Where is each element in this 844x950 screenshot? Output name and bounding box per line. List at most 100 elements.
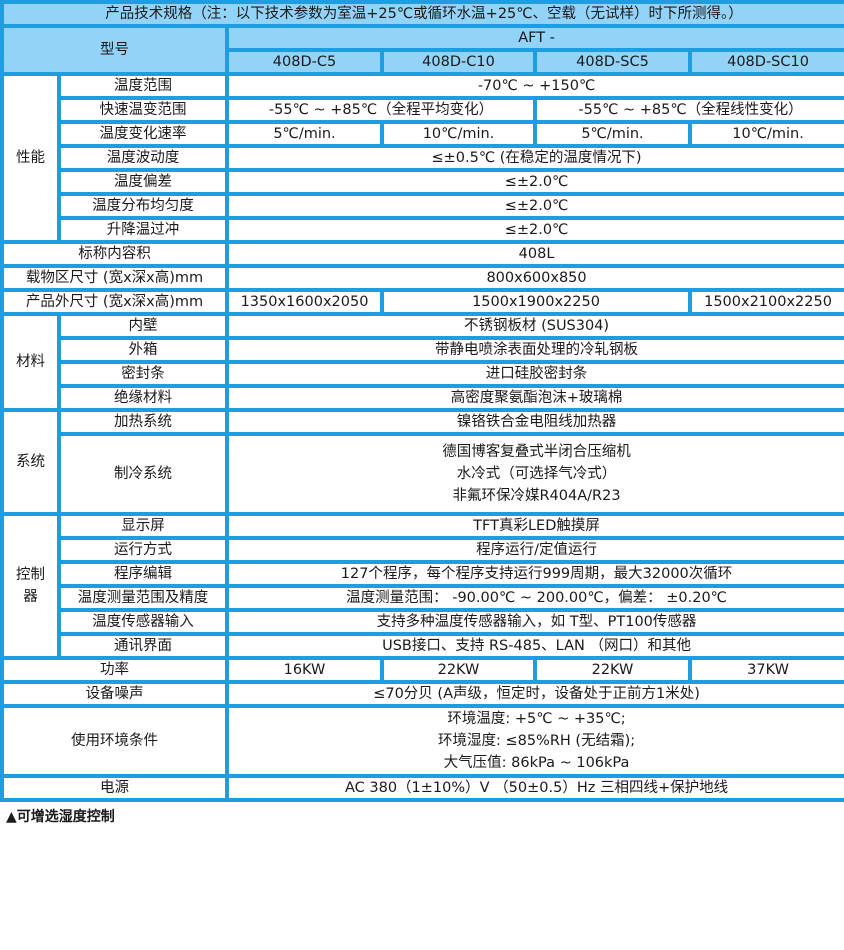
row-value: ≤±2.0℃ <box>224 192 844 220</box>
row-value: 5℃/min. <box>533 120 692 148</box>
table-row: 材料 内壁 不锈钢板材 (SUS304) <box>0 312 844 412</box>
table-row: 绝缘材料 高密度聚氨酯泡沫+玻璃棉 <box>2 384 844 412</box>
row-value: 1500x2100x2250 <box>687 288 844 316</box>
row-value: 不锈钢板材 (SUS304) <box>224 312 844 340</box>
table-row: 电源 AC 380（1±10%）V （50±0.5）Hz 三相四线+保护地线 <box>0 774 844 802</box>
row-value: 带静电喷涂表面处理的冷轧钢板 <box>224 336 844 364</box>
row-label: 升降温过冲 <box>57 216 229 244</box>
row-label: 运行方式 <box>57 536 229 564</box>
row-value: 环境温度: +5℃ ~ +35℃; 环境湿度: ≤85%RH (无结霜); 大气… <box>224 704 844 778</box>
table-row: 标称内容积 408L <box>0 240 844 268</box>
row-value: 镍铬铁合金电阻线加热器 <box>224 408 844 436</box>
title-row: 产品技术规格（注：以下技术参数为室温+25℃或循环水温+25℃、空载（无试样）时… <box>0 0 844 28</box>
row-label: 温度传感器输入 <box>57 608 229 636</box>
table-row: 控制器 显示屏 TFT真彩LED触摸屏 <box>0 512 844 660</box>
row-value: -55℃ ~ +85℃（全程线性变化） <box>532 96 844 124</box>
table-row: 温度变化速率 5℃/min. 10℃/min. 5℃/min. 10℃/min. <box>2 120 844 148</box>
row-value: 1350x1600x2050 <box>225 288 384 316</box>
row-label: 标称内容积 <box>0 240 229 268</box>
model-name: 408D-SC5 <box>533 48 692 76</box>
row-value: -70℃ ~ +150℃ <box>224 72 844 100</box>
row-value: 温度测量范围： -90.00℃ ~ 200.00℃，偏差： ±0.20℃ <box>224 584 844 612</box>
row-value: -55℃ ~ +85℃（全程平均变化） <box>225 96 537 124</box>
model-names-row: 408D-C5 408D-C10 408D-SC5 408D-SC10 <box>2 48 844 76</box>
row-value: 22KW <box>533 656 692 684</box>
row-label: 产品外尺寸 (宽x深x高)mm <box>0 288 229 316</box>
table-row: 使用环境条件 环境温度: +5℃ ~ +35℃; 环境湿度: ≤85%RH (无… <box>0 704 844 778</box>
row-label: 功率 <box>0 656 229 684</box>
table-row: 温度偏差 ≤±2.0℃ <box>2 168 844 196</box>
row-label: 外箱 <box>57 336 229 364</box>
row-value: 1500x1900x2250 <box>380 288 692 316</box>
table-row: 载物区尺寸 (宽x深x高)mm 800x600x850 <box>0 264 844 292</box>
category-controller: 控制器 <box>0 512 61 660</box>
model-prefix: AFT - <box>224 24 844 52</box>
row-value: ≤70分贝 (A声级，恒定时，设备处于正前方1米处) <box>224 680 844 708</box>
category-performance: 性能 <box>0 72 61 244</box>
footnote: ▲可增选湿度控制 <box>6 809 115 825</box>
cooling-line: 德国博客复叠式半闭合压缩机 <box>442 444 631 460</box>
table-title: 产品技术规格（注：以下技术参数为室温+25℃或循环水温+25℃、空载（无试样）时… <box>0 0 844 28</box>
environment-line: 大气压值: 86kPa ~ 106kPa <box>443 755 630 771</box>
row-value: ≤±2.0℃ <box>224 216 844 244</box>
table-row: 密封条 进口硅胶密封条 <box>2 360 844 388</box>
table-row: 温度测量范围及精度 温度测量范围： -90.00℃ ~ 200.00℃，偏差： … <box>2 584 844 612</box>
cooling-line: 水冷式（可选择气冷式） <box>456 466 617 482</box>
row-label: 内壁 <box>57 312 229 340</box>
row-value: TFT真彩LED触摸屏 <box>224 512 844 540</box>
table-row: 性能 温度范围 -70℃ ~ +150℃ <box>0 72 844 244</box>
row-label: 使用环境条件 <box>0 704 229 778</box>
row-value: 37KW <box>687 656 844 684</box>
table-row: 制冷系统 德国博客复叠式半闭合压缩机 水冷式（可选择气冷式） 非氟环保冷媒R40… <box>2 432 844 516</box>
row-label: 温度测量范围及精度 <box>57 584 229 612</box>
model-name: 408D-C5 <box>225 48 384 76</box>
table-row: 外箱 带静电喷涂表面处理的冷轧钢板 <box>2 336 844 364</box>
spec-table: 产品技术规格（注：以下技术参数为室温+25℃或循环水温+25℃、空载（无试样）时… <box>0 0 844 802</box>
row-label: 密封条 <box>57 360 229 388</box>
row-value: 5℃/min. <box>225 120 384 148</box>
row-label: 温度偏差 <box>57 168 229 196</box>
row-value: 德国博客复叠式半闭合压缩机 水冷式（可选择气冷式） 非氟环保冷媒R404A/R2… <box>224 432 844 516</box>
table-row: 运行方式 程序运行/定值运行 <box>2 536 844 564</box>
row-value: 10℃/min. <box>687 120 844 148</box>
row-label: 设备噪声 <box>0 680 229 708</box>
cooling-line: 非氟环保冷媒R404A/R23 <box>452 488 621 504</box>
row-value: ≤±2.0℃ <box>224 168 844 196</box>
table-row: 程序编辑 127个程序，每个程序支持运行999周期，最大32000次循环 <box>2 560 844 588</box>
category-system: 系统 <box>0 408 61 516</box>
row-label: 温度范围 <box>57 72 229 100</box>
model-name: 408D-SC10 <box>687 48 844 76</box>
row-value: AC 380（1±10%）V （50±0.5）Hz 三相四线+保护地线 <box>224 774 844 802</box>
model-name: 408D-C10 <box>380 48 537 76</box>
row-value: 高密度聚氨酯泡沫+玻璃棉 <box>224 384 844 412</box>
table-row: 温度分布均匀度 ≤±2.0℃ <box>2 192 844 220</box>
model-label: 型号 <box>0 24 229 76</box>
row-value: 10℃/min. <box>380 120 537 148</box>
table-row: 温度波动度 ≤±0.5℃ (在稳定的温度情况下) <box>2 144 844 172</box>
table-row: 产品外尺寸 (宽x深x高)mm 1350x1600x2050 1500x1900… <box>0 288 844 316</box>
row-label: 制冷系统 <box>57 432 229 516</box>
table-row: 通讯界面 USB接口、支持 RS-485、LAN （网口）和其他 <box>2 632 844 660</box>
table-row: 设备噪声 ≤70分贝 (A声级，恒定时，设备处于正前方1米处) <box>0 680 844 708</box>
row-label: 快速温变范围 <box>57 96 229 124</box>
row-value: USB接口、支持 RS-485、LAN （网口）和其他 <box>224 632 844 660</box>
row-value: 进口硅胶密封条 <box>224 360 844 388</box>
table-row: 温度传感器输入 支持多种温度传感器输入，如 T型、PT100传感器 <box>2 608 844 636</box>
row-label: 载物区尺寸 (宽x深x高)mm <box>0 264 229 292</box>
row-label: 温度变化速率 <box>57 120 229 148</box>
row-label: 显示屏 <box>57 512 229 540</box>
row-value: 22KW <box>380 656 537 684</box>
table-row: 系统 加热系统 镍铬铁合金电阻线加热器 <box>0 408 844 516</box>
table-row: 快速温变范围 -55℃ ~ +85℃（全程平均变化） -55℃ ~ +85℃（全… <box>2 96 844 124</box>
row-label: 温度分布均匀度 <box>57 192 229 220</box>
row-label: 程序编辑 <box>57 560 229 588</box>
row-label: 电源 <box>0 774 229 802</box>
row-value: 800x600x850 <box>224 264 844 292</box>
environment-line: 环境湿度: ≤85%RH (无结霜); <box>437 733 636 749</box>
row-value: 程序运行/定值运行 <box>224 536 844 564</box>
row-value: 127个程序，每个程序支持运行999周期，最大32000次循环 <box>224 560 844 588</box>
environment-line: 环境温度: +5℃ ~ +35℃; <box>447 711 626 727</box>
row-label: 绝缘材料 <box>57 384 229 412</box>
category-materials: 材料 <box>0 312 61 412</box>
model-row: 型号 AFT - <box>0 24 844 76</box>
